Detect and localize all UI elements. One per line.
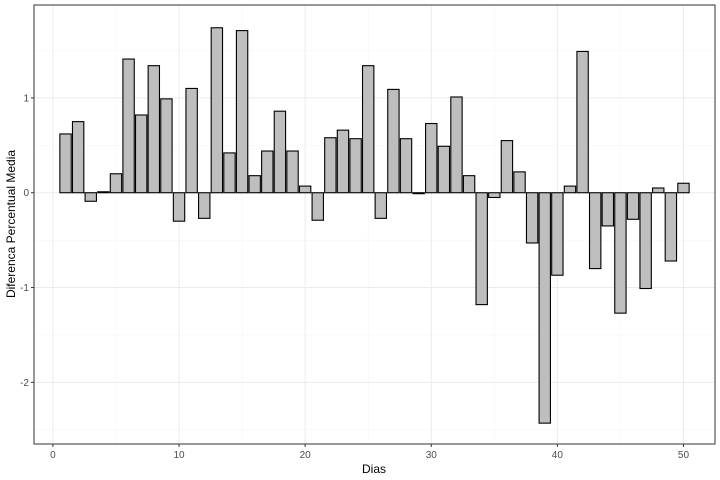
x-tick-label: 40 bbox=[552, 450, 564, 461]
bar-day-34 bbox=[475, 192, 488, 306]
y-tick-label: 0 bbox=[23, 188, 29, 199]
bar-day-28 bbox=[399, 138, 413, 194]
bar-day-5 bbox=[109, 173, 123, 194]
bar-day-23 bbox=[336, 129, 350, 194]
bar-day-19 bbox=[286, 150, 299, 194]
x-axis-title: Dias bbox=[362, 462, 386, 476]
bar-day-47 bbox=[639, 192, 652, 290]
y-tick-label: 1 bbox=[23, 93, 29, 104]
bar-day-15 bbox=[235, 30, 249, 194]
bar-day-6 bbox=[122, 58, 135, 194]
bar-day-10 bbox=[172, 192, 186, 222]
bar-day-27 bbox=[387, 88, 400, 194]
bar-day-45 bbox=[614, 192, 627, 314]
bar-day-7 bbox=[134, 114, 148, 194]
bars bbox=[59, 27, 690, 424]
bar-day-35 bbox=[488, 192, 501, 199]
bar-day-14 bbox=[223, 152, 236, 194]
bar-day-33 bbox=[462, 175, 476, 194]
bar-day-24 bbox=[349, 138, 362, 194]
bar-day-30 bbox=[425, 122, 438, 194]
x-axis: 0 10 20 30 40 50 bbox=[50, 444, 689, 461]
bar-day-41 bbox=[563, 185, 577, 194]
bar-day-1 bbox=[59, 133, 72, 194]
x-tick-label: 10 bbox=[173, 450, 185, 461]
bar-day-18 bbox=[273, 110, 287, 194]
bar-day-4 bbox=[97, 191, 110, 194]
bar-day-20 bbox=[298, 185, 312, 194]
bar-day-42 bbox=[576, 50, 589, 194]
bar-day-12 bbox=[198, 192, 211, 219]
bar-day-22 bbox=[324, 137, 337, 194]
bar-day-43 bbox=[588, 192, 602, 270]
bar-day-36 bbox=[500, 140, 514, 194]
bar-day-38 bbox=[525, 192, 539, 244]
bar-day-50 bbox=[677, 182, 690, 194]
y-tick-label: -1 bbox=[20, 283, 29, 294]
bar-day-46 bbox=[626, 192, 640, 220]
y-axis: -2 -1 0 1 bbox=[20, 93, 34, 389]
bar-day-3 bbox=[84, 192, 97, 202]
panel-background bbox=[34, 5, 715, 444]
bar-day-29 bbox=[412, 192, 425, 195]
bar-day-9 bbox=[160, 98, 173, 194]
bar-day-11 bbox=[185, 87, 198, 194]
y-tick-label: -2 bbox=[20, 378, 29, 389]
panel-border bbox=[33, 4, 716, 445]
bar-day-8 bbox=[147, 65, 161, 194]
y-axis-title: Diferenca Percentual Media bbox=[4, 150, 18, 298]
bar-day-40 bbox=[551, 192, 564, 276]
x-tick-label: 30 bbox=[426, 450, 438, 461]
bar-day-37 bbox=[513, 171, 526, 194]
bar-day-21 bbox=[311, 192, 324, 221]
bar-day-39 bbox=[538, 192, 551, 424]
bar-day-31 bbox=[437, 145, 451, 194]
bar-day-32 bbox=[450, 96, 463, 194]
x-tick-label: 20 bbox=[300, 450, 312, 461]
bar-day-48 bbox=[652, 187, 665, 194]
x-tick-label: 0 bbox=[50, 450, 56, 461]
bar-day-25 bbox=[361, 65, 375, 194]
bar-day-17 bbox=[261, 150, 274, 194]
bar-day-13 bbox=[210, 27, 224, 194]
bar-day-44 bbox=[601, 192, 615, 227]
bar-day-26 bbox=[374, 192, 388, 219]
bar-day-49 bbox=[664, 192, 678, 262]
bar-day-2 bbox=[71, 121, 85, 194]
x-tick-label: 50 bbox=[678, 450, 690, 461]
bar-day-16 bbox=[248, 175, 261, 194]
